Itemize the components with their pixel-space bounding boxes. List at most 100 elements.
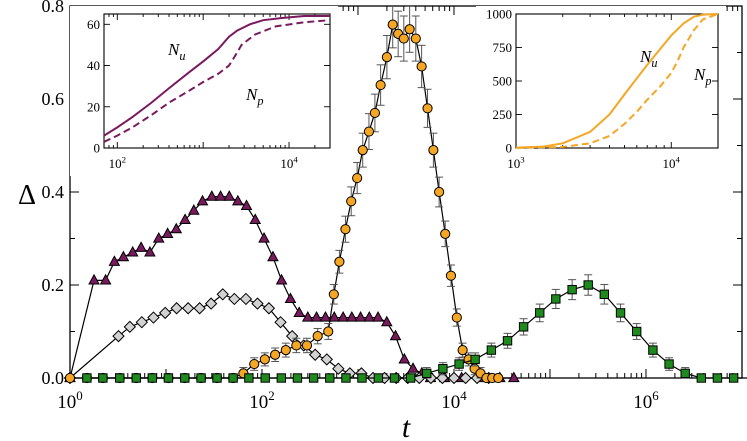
data-point	[346, 196, 357, 207]
data-point	[108, 255, 121, 266]
data-point	[144, 245, 156, 257]
data-point	[354, 311, 367, 322]
data-point	[249, 358, 260, 370]
data-point	[373, 373, 384, 383]
data-point	[422, 368, 432, 379]
data-point	[135, 241, 147, 252]
annotation-Np: Np	[693, 65, 711, 88]
data-point	[567, 284, 577, 295]
data-point	[99, 273, 112, 285]
inset-x-tick-label-base: 10	[280, 156, 293, 171]
annotation-Nu-letter: N	[167, 40, 181, 59]
series-line	[69, 293, 489, 379]
data-point	[337, 311, 349, 322]
series-line	[69, 196, 514, 379]
data-point	[244, 373, 254, 383]
data-point	[301, 340, 313, 351]
data-point	[380, 315, 393, 327]
data-point	[228, 292, 241, 306]
annotation-Nu-sub: u	[651, 56, 657, 70]
x-tick-label: 106	[633, 388, 659, 413]
x-tick-label-exp: 4	[460, 388, 467, 403]
inset-x-tick-label-base: 10	[663, 156, 676, 171]
x-tick-label-base: 10	[633, 392, 652, 413]
inset-y-tick-label: 60	[87, 17, 100, 32]
data-point	[239, 292, 253, 306]
data-point	[696, 373, 707, 383]
data-point	[196, 194, 209, 206]
x-tick-label-exp: 2	[268, 388, 274, 403]
annotation-Np-letter: N	[693, 65, 707, 84]
inset-x-tick-label-exp: 4	[293, 155, 298, 165]
data-point	[648, 345, 658, 355]
data-point	[398, 352, 411, 364]
data-point	[267, 250, 279, 262]
data-point	[410, 33, 421, 44]
data-point	[363, 126, 375, 137]
data-point	[712, 373, 723, 383]
data-point	[158, 306, 172, 320]
inset-x-tick-label: 104	[663, 155, 681, 171]
data-point	[240, 199, 253, 211]
data-point	[170, 302, 183, 315]
data-point	[280, 345, 291, 356]
inset-y-tick-label: 750	[493, 40, 513, 55]
data-point	[728, 373, 739, 383]
data-point	[285, 329, 299, 343]
data-point	[187, 204, 200, 215]
data-point	[249, 213, 262, 224]
data-point	[325, 373, 335, 383]
data-point	[251, 297, 264, 310]
inset-y-tick-label: 1000	[486, 7, 512, 22]
data-point	[363, 311, 376, 322]
data-point	[323, 326, 334, 337]
data-point	[64, 372, 76, 384]
inset-background	[476, 6, 726, 176]
annotation-Nu: Nu	[639, 47, 657, 70]
data-point	[404, 24, 415, 35]
annotation-Nu: Nu	[167, 40, 185, 63]
data-point	[231, 194, 244, 206]
data-point	[147, 373, 158, 383]
data-point	[502, 336, 513, 346]
inset-x-tick-label: 104	[280, 155, 298, 171]
data-point	[457, 345, 468, 356]
inset-x-tick-label-base: 10	[507, 156, 520, 171]
data-point	[258, 231, 270, 243]
data-point	[308, 373, 319, 383]
data-point	[486, 345, 497, 355]
series-squares	[82, 274, 747, 383]
data-point	[319, 311, 332, 322]
x-axis-title: t	[402, 411, 411, 441]
inset-background	[70, 6, 338, 176]
x-tick-label: 104	[441, 388, 467, 413]
x-tick-label: 102	[249, 388, 274, 413]
data-point	[372, 311, 384, 322]
inset-curve-N_u	[103, 15, 330, 137]
data-point	[126, 245, 139, 257]
inset-frame	[103, 13, 331, 149]
data-point	[228, 373, 238, 383]
data-point	[535, 308, 545, 318]
data-point	[407, 362, 419, 373]
data-point	[615, 308, 626, 318]
data-point	[82, 373, 92, 383]
data-point	[98, 373, 108, 383]
data-point	[389, 373, 400, 383]
y-tick-label: 0.2	[42, 275, 65, 295]
data-point	[357, 145, 368, 156]
data-point	[459, 371, 472, 384]
data-point	[664, 359, 674, 369]
data-point	[196, 373, 206, 383]
y-tick-label: 0.6	[42, 89, 65, 109]
data-point	[204, 297, 218, 310]
data-point	[440, 228, 451, 239]
data-point	[163, 373, 174, 383]
data-point	[262, 302, 276, 315]
inset-y-tick-label: 40	[87, 58, 100, 73]
data-point	[438, 364, 448, 374]
data-point	[436, 371, 449, 384]
x-tick-label-base: 10	[57, 392, 76, 413]
